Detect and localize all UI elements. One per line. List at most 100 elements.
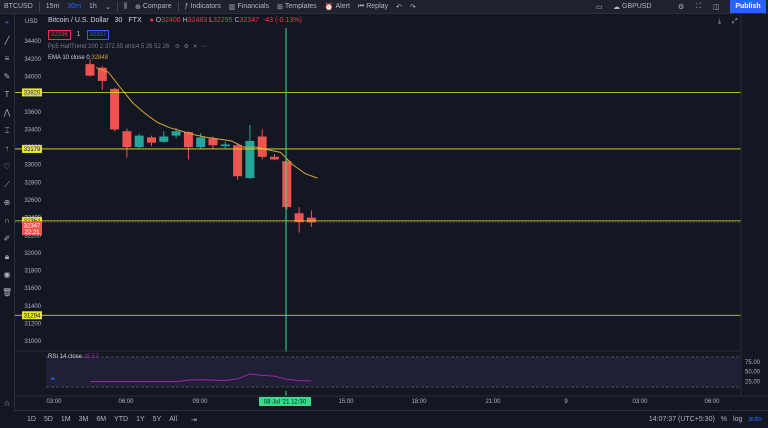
prediction-icon[interactable]: ⌶ (4, 126, 10, 135)
lock-icon[interactable]: 🔒︎ (4, 252, 10, 261)
trend-line-icon[interactable]: ╱ (4, 36, 10, 45)
rsi-collapse-icon[interactable]: ◓ (50, 374, 56, 384)
layout-icon: ▭ (596, 3, 603, 11)
time-tick-label: 03:00 (46, 399, 62, 405)
close-icon[interactable]: ✕ (192, 44, 198, 50)
interval-15m[interactable]: 15m (42, 0, 64, 13)
fib-icon[interactable]: ≡ (4, 54, 10, 63)
symbol-title: Bitcoin / U.S. Dollar (48, 17, 109, 24)
arrow-up-icon[interactable]: ↑ (5, 144, 9, 153)
price-tick-label: 34000 (24, 75, 41, 81)
ohlc-close-value: 32347 (239, 17, 259, 24)
chart-canvas[interactable]: 338203317932364312943234722:21 USD344003… (0, 0, 768, 410)
redo-button[interactable]: ↷ (406, 0, 420, 13)
pattern-icon[interactable]: ⋀ (3, 108, 11, 117)
layout-button[interactable]: ▭ (592, 0, 607, 13)
level-price-tag (22, 216, 42, 225)
snapshot-button[interactable]: ◫ (709, 0, 724, 13)
compare-button[interactable]: ⊕ Compare (131, 0, 176, 13)
candle-body (208, 138, 218, 146)
range-1m[interactable]: 1M (60, 416, 71, 423)
more-icon[interactable]: ⋯ (201, 44, 208, 50)
alert-button[interactable]: ⏰ Alert (321, 0, 354, 13)
rsi-label: RSI 14 close (48, 354, 83, 360)
eye-icon[interactable]: ◉ (3, 270, 11, 279)
interval-1h[interactable]: 1h (85, 0, 101, 13)
ohlc-close-label: C (234, 17, 240, 24)
buy-button[interactable]: 32337 (86, 30, 110, 40)
range-3m[interactable]: 3M (78, 416, 89, 423)
horizontal-lines: 338203317932364312943234722:21 (15, 88, 741, 319)
time-tick-label: 21:00 (485, 399, 501, 405)
candle-body (306, 217, 316, 223)
fullscreen-button[interactable]: ⛶ (692, 0, 705, 13)
ohlc-high-value: 32483 (187, 17, 208, 24)
rsi-pane (46, 352, 740, 391)
candle-body (183, 132, 193, 148)
gear-icon: ⚙ (678, 3, 685, 11)
ruler-icon[interactable]: ⟋ (4, 180, 10, 189)
trash-icon[interactable]: 🗑︎ (2, 288, 13, 297)
sell-button[interactable]: 32336 (48, 30, 71, 40)
range-ytd[interactable]: YTD (114, 416, 129, 423)
gear-icon[interactable]: ⚙ (183, 44, 189, 50)
time-tick-label: 09:00 (192, 399, 208, 405)
range-1d[interactable]: 1D (27, 416, 36, 423)
price-tick-label: 31800 (24, 269, 41, 275)
text-icon[interactable]: T (4, 90, 10, 99)
percent-toggle[interactable]: % (720, 416, 728, 423)
range-all[interactable]: All (169, 416, 178, 423)
goto-date-icon[interactable]: ⇥ (191, 416, 197, 424)
chevron-down-icon[interactable]: ⌄ (104, 3, 111, 11)
plus-circle-icon: ⊕ (134, 3, 141, 11)
magnet-icon[interactable]: ∩ (4, 216, 10, 225)
price-tick-label: 34400 (24, 39, 41, 45)
ema-label: EMA 10 close 0 (48, 55, 90, 61)
interval-label: 30m (67, 3, 82, 10)
time-axis[interactable]: 03:0006:0009:0012:0015:0018:0021:00903:0… (46, 397, 720, 406)
indicators-button[interactable]: ƒ Indicators (181, 0, 225, 13)
scroll-down-icon[interactable]: ⤓ (718, 18, 722, 25)
cloud-icon: ☁ (613, 3, 620, 11)
time-cursor-tag (259, 397, 311, 406)
interval-30m[interactable]: 30m (63, 0, 85, 13)
undo-button[interactable]: ↶ (392, 0, 406, 13)
candle-body (159, 136, 169, 142)
rsi-axis[interactable]: 75.00 50.00 25.00 (745, 360, 761, 386)
heart-icon[interactable]: ♡ (3, 162, 11, 171)
range-5y[interactable]: 5Y (152, 416, 162, 423)
zoom-icon[interactable]: ⊕ (3, 198, 11, 207)
price-tick-label: 32800 (24, 180, 41, 186)
bottom-toolbar: 1D 5D 1M 3M 6M YTD 1Y 5Y All ⇥ 14:07:37 … (15, 410, 768, 428)
chart-type-button[interactable]: ⫼ (120, 0, 131, 13)
templates-button[interactable]: ⊞ Templates (273, 0, 321, 13)
price-tick-label: 32200 (24, 233, 41, 239)
price-axis[interactable]: USD3440034200340003380033600334003320033… (24, 19, 41, 345)
financials-label: Financials (237, 3, 270, 10)
range-5d[interactable]: 5D (43, 416, 53, 423)
maximize-icon[interactable]: ⤢ (732, 18, 738, 25)
time-tick-label: 9 (564, 399, 568, 405)
auto-toggle[interactable]: auto (748, 416, 762, 423)
currency-selector[interactable]: ☁ GBPUSD (609, 0, 656, 13)
financials-button[interactable]: ▥ Financials (225, 0, 273, 13)
settings-button[interactable]: ⚙ (674, 0, 688, 13)
currency-label: GBPUSD (622, 3, 652, 10)
eye-off-icon[interactable]: ⊘ (174, 44, 180, 50)
pencil-lock-icon[interactable]: ✐ (3, 234, 11, 243)
compare-label: Compare (142, 3, 172, 10)
range-6m[interactable]: 6M (96, 416, 107, 423)
log-toggle[interactable]: log (733, 416, 743, 423)
price-tick-label: 32000 (24, 251, 41, 257)
publish-button[interactable]: Publish (730, 0, 766, 13)
star-icon[interactable]: ☆ (3, 399, 11, 408)
price-change: -43 (-0.13%) (262, 17, 302, 24)
trade-buttons: 32336 1 32337 (48, 30, 110, 40)
crosshair-icon[interactable]: + (4, 18, 10, 27)
countdown-label: 22:21 (24, 230, 40, 236)
replay-button[interactable]: ⏮ Replay (354, 0, 392, 13)
range-1y[interactable]: 1Y (136, 416, 145, 423)
brush-icon[interactable]: ✎ (3, 72, 11, 81)
symbol-interval: 30 (114, 17, 123, 24)
symbol-search[interactable]: BTCUSD (0, 0, 37, 13)
